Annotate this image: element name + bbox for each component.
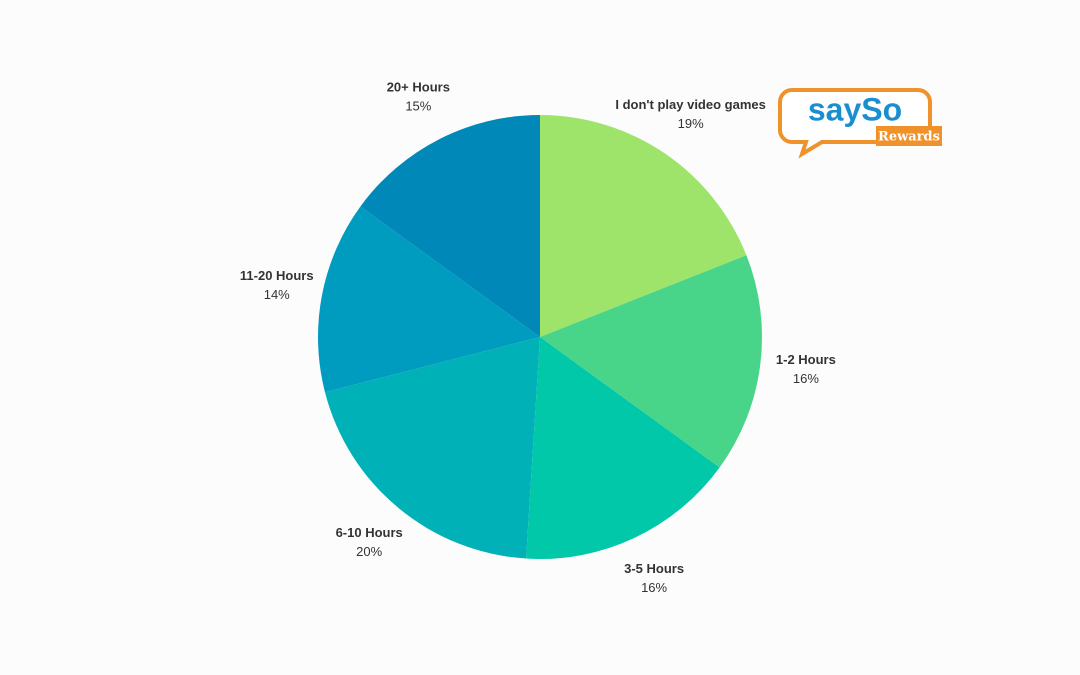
slice-value-label: 16% (793, 371, 819, 386)
pie-slice (540, 255, 762, 468)
slice-value-label: 20% (356, 544, 382, 559)
slice-label: 20+ Hours (387, 80, 450, 95)
slice-label: 6-10 Hours (336, 525, 403, 540)
slice-label: I don't play video games (615, 97, 765, 112)
pie-slice (526, 337, 720, 559)
logo: saySo Rewards (778, 88, 942, 159)
slice-label: 11-20 Hours (240, 268, 314, 283)
slice-label: 1-2 Hours (776, 352, 836, 367)
logo-tag (876, 126, 942, 146)
pie-slice (324, 337, 540, 559)
slice-label: 3-5 Hours (624, 561, 684, 576)
logo-tagline: Rewards (878, 130, 940, 145)
pie-slice (540, 115, 747, 337)
slice-value-label: 14% (264, 287, 290, 302)
pie-slice (360, 115, 540, 337)
slice-value-label: 16% (641, 580, 667, 595)
slice-value-label: 15% (405, 99, 431, 114)
pie-slice (318, 206, 540, 393)
slice-value-label: 19% (678, 116, 704, 131)
logo-name: saySo (808, 91, 902, 127)
